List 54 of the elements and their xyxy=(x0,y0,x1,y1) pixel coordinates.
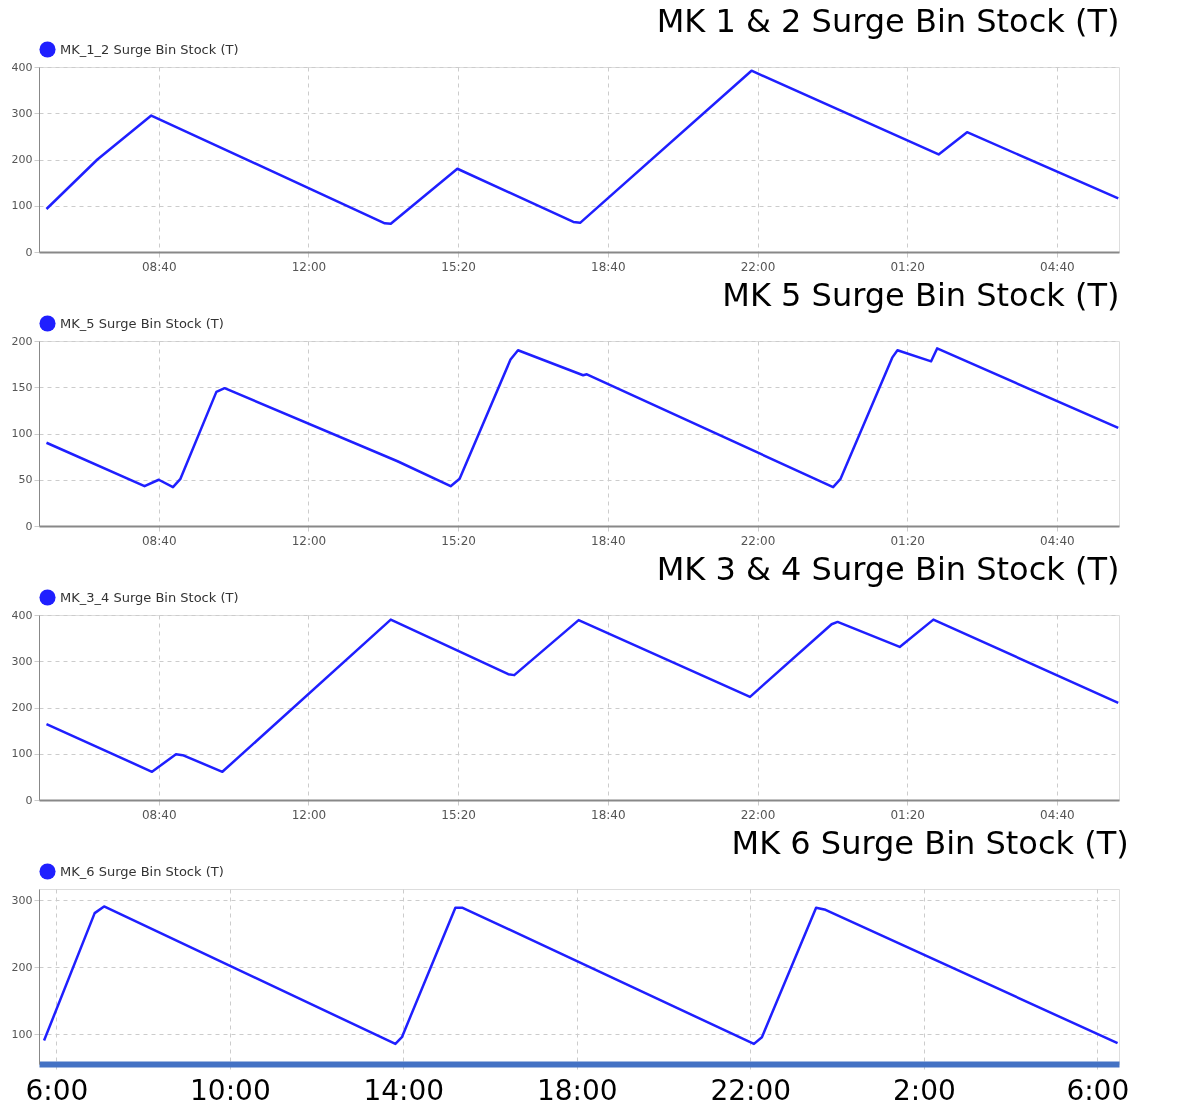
x-tick-label: 6:00 xyxy=(1066,1073,1130,1107)
y-tick-label: 0 xyxy=(25,245,33,259)
y-tick-label: 200 xyxy=(11,960,33,974)
x-tick-label: 22:00 xyxy=(740,259,776,274)
x-tick-label: 01:20 xyxy=(890,533,925,548)
x-tick-label: 08:40 xyxy=(141,259,177,274)
y-tick-label: 300 xyxy=(11,893,33,907)
x-tick-label: 04:40 xyxy=(1040,533,1075,548)
x-tick-label: 12:00 xyxy=(291,533,327,548)
x-tick-label: 6:00 xyxy=(25,1073,89,1107)
x-tick-label: 01:20 xyxy=(890,259,925,274)
x-tick-label: 01:20 xyxy=(890,807,925,822)
x-tick-label: 12:00 xyxy=(291,259,327,274)
x-tick-label: 10:00 xyxy=(189,1073,271,1107)
x-tick-label: 18:40 xyxy=(591,259,626,274)
x-tick-label: 22:00 xyxy=(710,1073,792,1107)
x-tick-label: 14:00 xyxy=(363,1073,445,1107)
x-tick-label: 04:40 xyxy=(1040,259,1075,274)
x-tick-label: 15:20 xyxy=(441,259,476,274)
y-tick-label: 300 xyxy=(11,654,33,668)
y-tick-label: 200 xyxy=(11,334,33,348)
y-tick-label: 200 xyxy=(11,701,33,714)
legend-label: MK_3_4 Surge Bin Stock (T) xyxy=(60,589,239,605)
y-tick-label: 400 xyxy=(11,608,33,622)
chart-title: MK 6 Surge Bin Stock (T) xyxy=(731,824,1129,862)
x-tick-label: 12:00 xyxy=(291,807,327,822)
y-tick-label: 100 xyxy=(11,1028,33,1041)
y-tick-label: 0 xyxy=(25,793,33,807)
y-tick-label: 300 xyxy=(11,106,33,120)
y-tick-label: 50 xyxy=(18,473,33,487)
x-tick-label: 04:40 xyxy=(1040,807,1075,822)
chart-title: MK 5 Surge Bin Stock (T) xyxy=(722,276,1120,314)
chart-title: MK 3 & 4 Surge Bin Stock (T) xyxy=(656,550,1120,588)
legend-label: MK_5 Surge Bin Stock (T) xyxy=(60,315,224,331)
x-tick-label: 22:00 xyxy=(740,533,776,548)
y-tick-label: 400 xyxy=(11,60,33,74)
y-tick-label: 100 xyxy=(11,199,33,213)
x-tick-label: 2:00 xyxy=(892,1073,956,1107)
y-tick-label: 0 xyxy=(25,519,33,533)
x-tick-label: 15:20 xyxy=(441,533,476,548)
y-tick-label: 150 xyxy=(11,380,33,394)
x-tick-label: 18:40 xyxy=(591,533,626,548)
x-tick-label: 22:00 xyxy=(740,807,776,822)
chart-title: MK 1 & 2 Surge Bin Stock (T) xyxy=(656,2,1120,40)
x-tick-label: 08:40 xyxy=(141,533,177,548)
y-tick-label: 200 xyxy=(11,153,33,166)
y-tick-label: 100 xyxy=(11,427,33,440)
x-tick-label: 18:40 xyxy=(591,807,626,822)
x-tick-label: 18:00 xyxy=(536,1073,618,1107)
legend-label: MK_1_2 Surge Bin Stock (T) xyxy=(60,41,239,57)
x-tick-label: 15:20 xyxy=(441,807,476,822)
legend-label: MK_6 Surge Bin Stock (T) xyxy=(60,863,224,879)
x-tick-label: 08:40 xyxy=(141,807,177,822)
y-tick-label: 100 xyxy=(11,747,33,761)
